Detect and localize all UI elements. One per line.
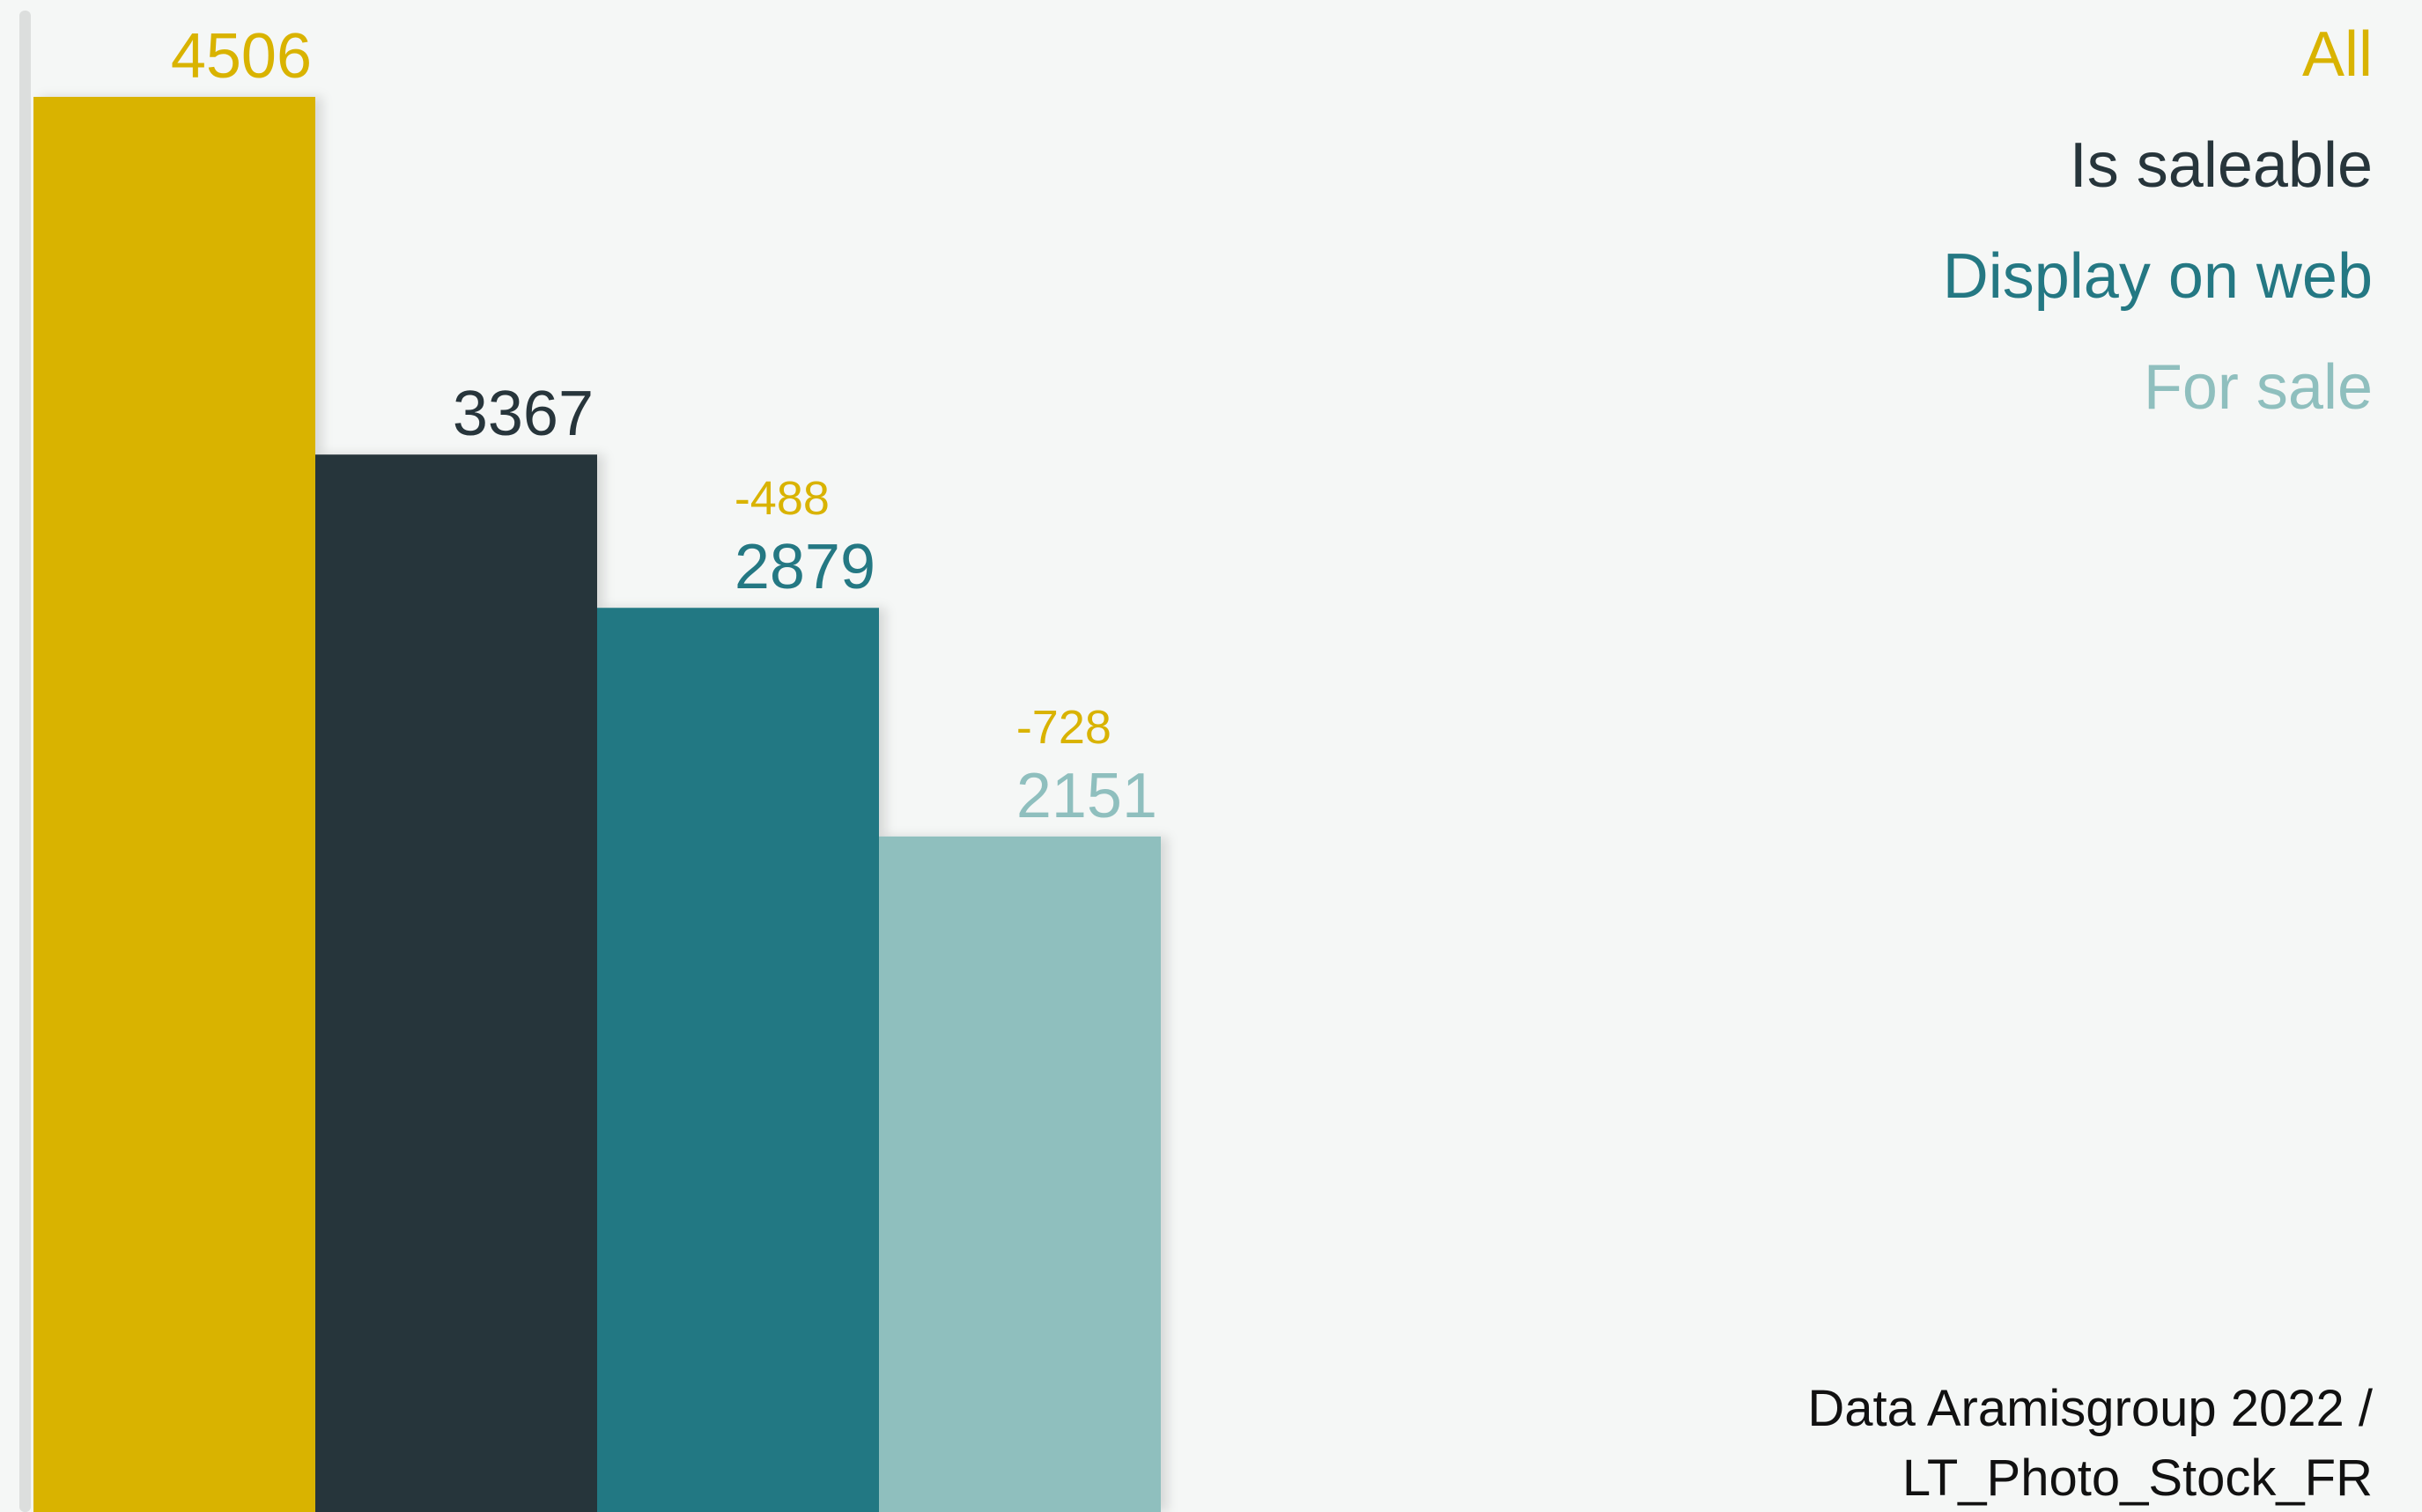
- difference-label: -488: [735, 472, 830, 525]
- bar: [597, 608, 879, 1512]
- source-line: Data Aramisgroup 2022 /: [1807, 1380, 2373, 1437]
- legend-entry: Display on web: [1943, 241, 2373, 312]
- value-label: 2151: [1016, 761, 1157, 831]
- value-label: 4506: [171, 21, 312, 92]
- value-label: 2879: [735, 532, 875, 602]
- legend-entry: Is saleable: [2070, 130, 2373, 201]
- difference-label: -728: [1016, 701, 1111, 754]
- bar: [315, 454, 597, 1512]
- source-line: LT_Photo_Stock_FR: [1902, 1449, 2373, 1507]
- legend-entry: All: [2302, 19, 2373, 90]
- legend-entry: For sale: [2144, 352, 2373, 423]
- bar: [33, 97, 315, 1512]
- bar: [879, 836, 1161, 1512]
- value-label: 3367: [453, 379, 594, 449]
- axis-line: [19, 11, 31, 1512]
